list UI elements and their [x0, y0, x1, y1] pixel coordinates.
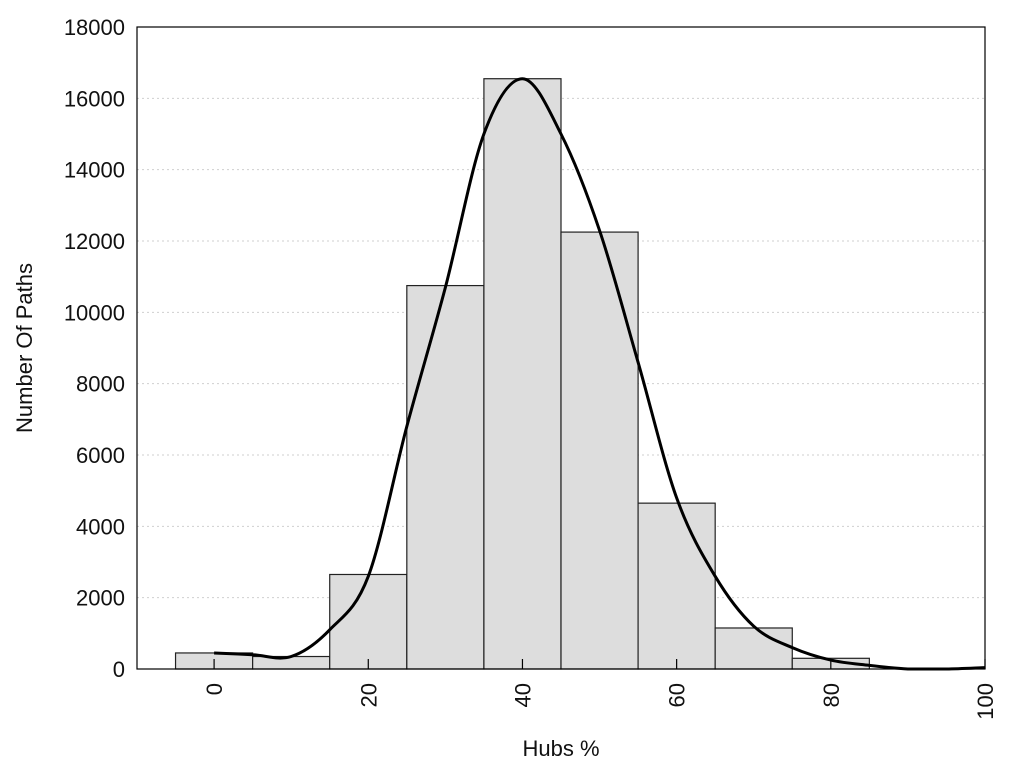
- histogram-bar: [483, 78, 562, 670]
- histogram-bar: [329, 573, 408, 670]
- y-tick-label: 14000: [64, 158, 125, 183]
- bars: [174, 78, 870, 670]
- x-axis-title: Hubs %: [522, 736, 599, 761]
- y-tick-label: 6000: [76, 443, 125, 468]
- density-curve: [214, 77, 986, 671]
- y-tick-label: 10000: [64, 300, 125, 325]
- histogram-bar: [560, 231, 639, 670]
- y-tick-label: 18000: [64, 15, 125, 40]
- y-tick-label: 16000: [64, 86, 125, 111]
- x-tick-label: 20: [356, 683, 381, 707]
- x-tick-label: 100: [973, 683, 998, 720]
- y-tick-label: 12000: [64, 229, 125, 254]
- x-tick-label: 60: [665, 683, 690, 707]
- y-tick-label: 0: [113, 657, 125, 682]
- x-tick-label: 80: [819, 683, 844, 707]
- y-tick-labels: 0 2000 4000 6000 8000 10000 12000 14000 16000 180…: [64, 15, 125, 682]
- y-tick-label: 4000: [76, 514, 125, 539]
- histogram-bar: [406, 284, 485, 670]
- x-tick-label: 0: [202, 683, 227, 695]
- grid-lines: [137, 97, 985, 599]
- histogram-bar: [637, 502, 716, 670]
- y-tick-label: 2000: [76, 586, 125, 611]
- x-tick-labels: 0 20 40 60 80 100: [202, 659, 998, 720]
- y-axis-title: Number Of Paths: [12, 263, 37, 433]
- x-tick-label: 40: [510, 683, 535, 707]
- histogram-bar: [714, 627, 793, 670]
- plot-frame: [136, 26, 986, 670]
- histogram-bar: [252, 655, 331, 670]
- y-tick-label: 8000: [76, 372, 125, 397]
- density-curve-layer: [214, 77, 986, 671]
